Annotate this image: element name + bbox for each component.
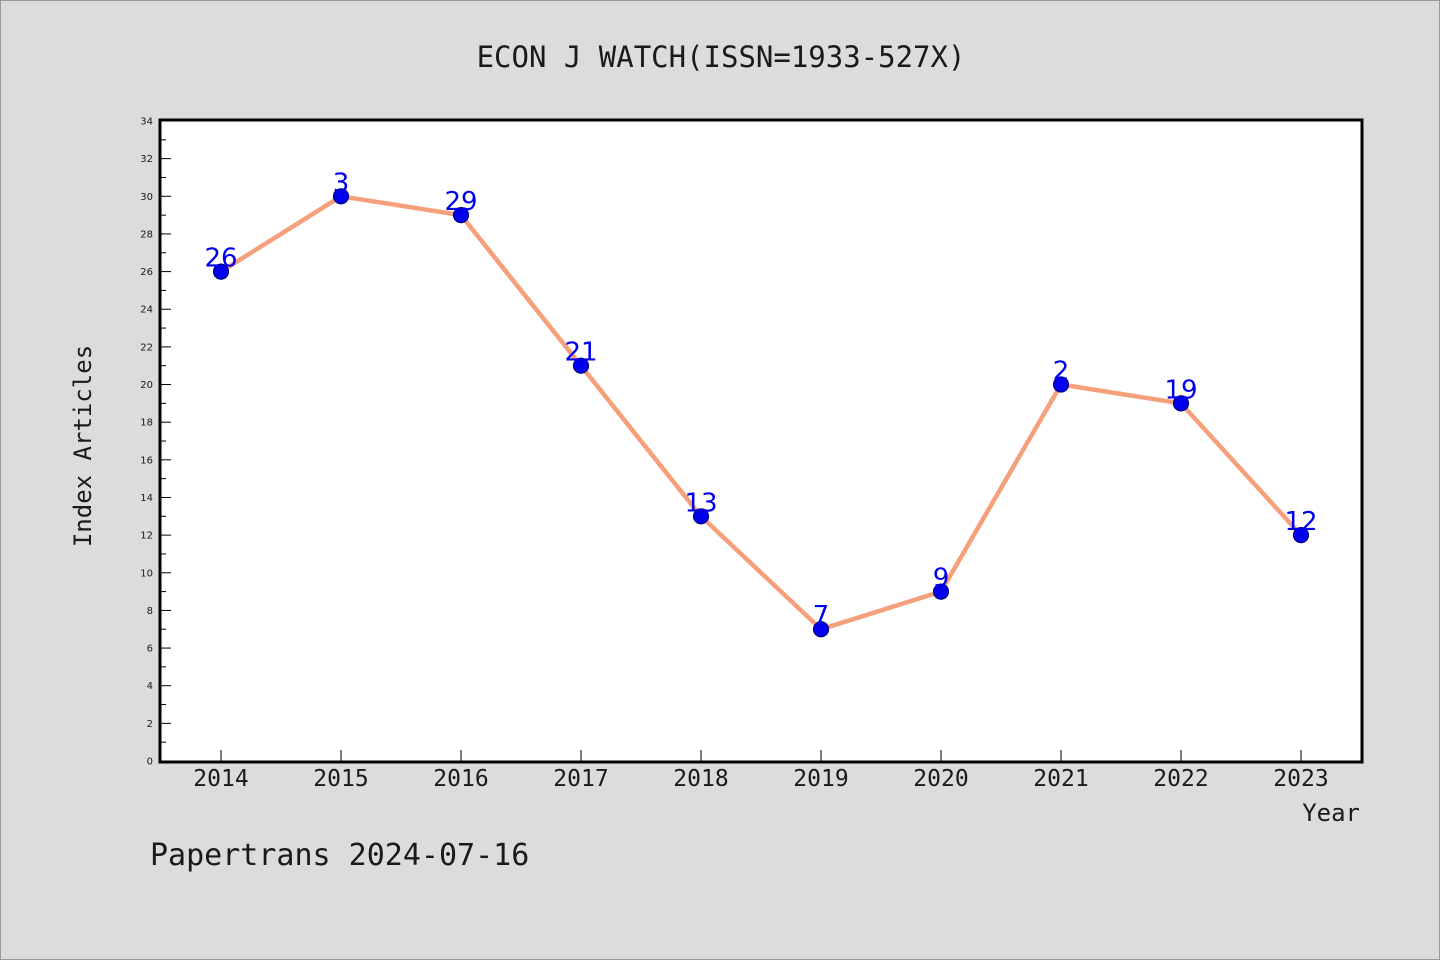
x-tick-label: 2019 <box>793 766 848 792</box>
y-tick-label: 10 <box>140 568 153 579</box>
y-tick-label: 12 <box>140 531 153 542</box>
data-label: 3 <box>333 168 350 198</box>
data-point <box>572 357 590 374</box>
x-tick-label: 2014 <box>193 766 248 792</box>
y-tick-label: 16 <box>140 455 153 466</box>
y-tick-label: 28 <box>140 229 153 240</box>
y-tick-label: 8 <box>147 606 153 617</box>
data-label: 26 <box>204 244 237 274</box>
data-point <box>332 188 350 205</box>
x-tick-label: 2015 <box>313 766 368 792</box>
data-label: 9 <box>933 564 950 594</box>
y-tick-label: 26 <box>140 267 153 278</box>
y-tick-label: 14 <box>140 493 153 504</box>
y-tick-label: 34 <box>140 117 153 128</box>
data-point <box>212 263 230 280</box>
data-point <box>452 207 470 224</box>
data-label: 12 <box>1284 507 1317 537</box>
plot-area <box>158 118 1364 764</box>
x-tick-label: 2023 <box>1273 766 1328 792</box>
data-label: 7 <box>813 601 830 631</box>
data-label: 13 <box>684 488 717 518</box>
data-point <box>692 508 710 525</box>
data-point <box>1052 376 1070 393</box>
data-label: 29 <box>444 187 477 217</box>
y-tick-label: 24 <box>140 305 153 316</box>
data-labels-layer: 26 3 29 21 13 7 9 2 19 12 <box>204 168 1317 631</box>
x-tick-label: 2016 <box>433 766 488 792</box>
series-line <box>218 194 1304 632</box>
x-tick-label: 2017 <box>553 766 608 792</box>
chart-title: ECON J WATCH(ISSN=1933-527X) <box>477 40 966 74</box>
x-tick-label: 2018 <box>673 766 728 792</box>
y-tick-label: 2 <box>147 719 153 730</box>
x-tick-label: 2020 <box>913 766 968 792</box>
y-tick-label: 0 <box>147 757 153 768</box>
series-layer <box>212 188 1310 638</box>
y-tick-label: 4 <box>147 681 153 692</box>
y-tick-label: 20 <box>140 380 153 391</box>
y-tick-label: 22 <box>140 342 153 353</box>
data-point <box>1172 395 1190 412</box>
data-point <box>932 583 950 600</box>
y-tick-label: 30 <box>140 192 153 203</box>
footer-text: Papertrans 2024-07-16 <box>150 838 529 873</box>
data-label: 19 <box>1164 375 1197 405</box>
y-tick-label: 6 <box>147 644 153 655</box>
x-tick-label: 2022 <box>1153 766 1208 792</box>
y-tick-label: 32 <box>140 154 153 165</box>
x-tick-label: 2021 <box>1033 766 1088 792</box>
data-label: 21 <box>564 338 597 368</box>
data-point <box>812 621 830 638</box>
x-axis-label: Year <box>1302 799 1360 827</box>
x-axis: 2014 2015 2016 2017 2018 2019 2020 2021 2022 2023 <box>193 750 1329 792</box>
y-tick-label: 18 <box>140 418 153 429</box>
data-label: 2 <box>1053 357 1070 387</box>
y-axis-label: Index Articles <box>69 345 97 547</box>
data-point <box>1292 527 1310 544</box>
